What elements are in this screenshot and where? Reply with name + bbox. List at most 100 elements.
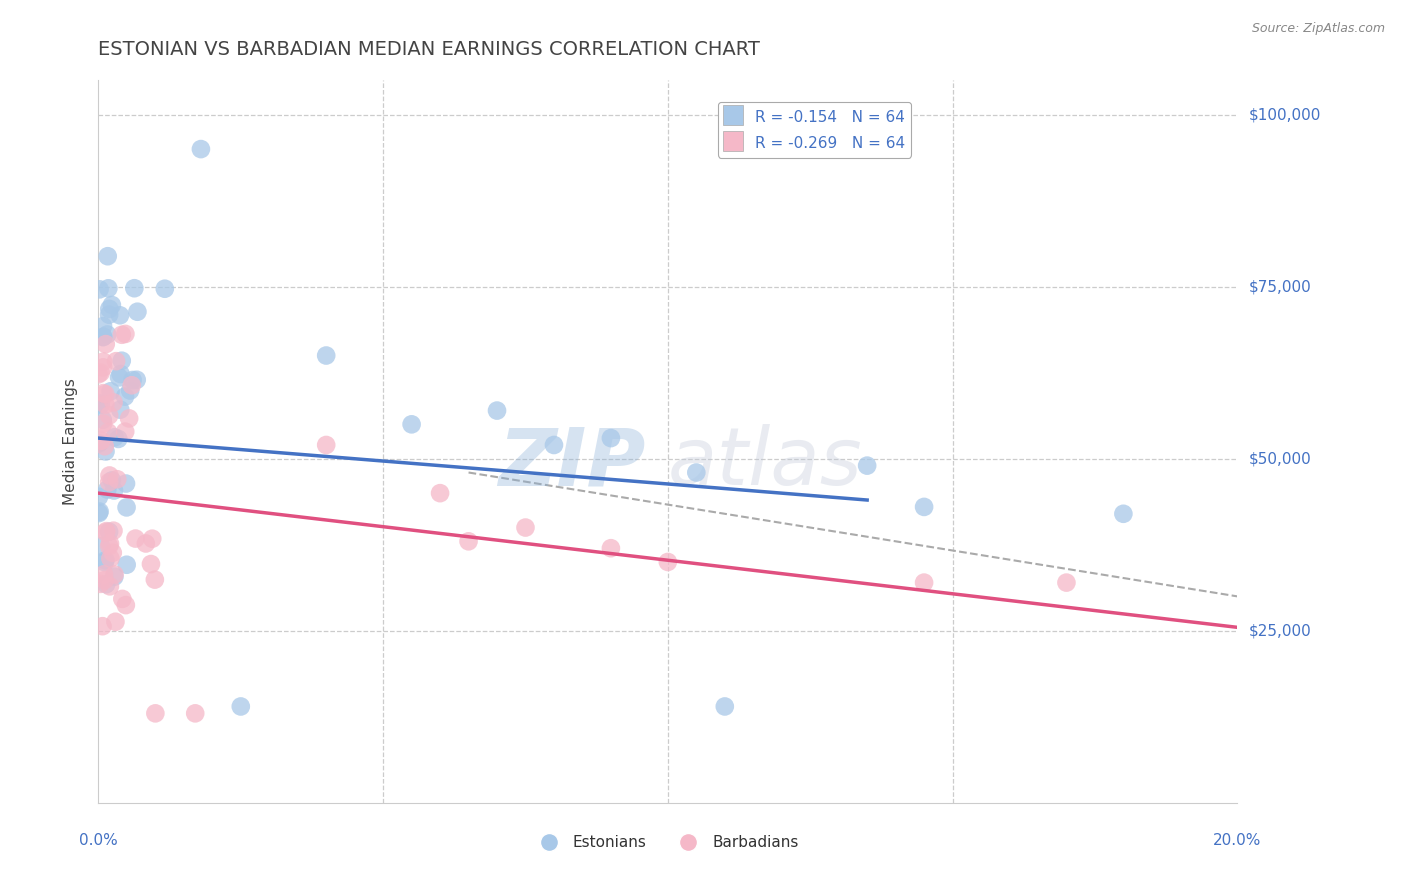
Text: $100,000: $100,000: [1249, 107, 1320, 122]
Point: [93, 567, 115, 582]
Point: [87, 490, 110, 504]
Point: [87, 506, 110, 520]
Point: [118, 411, 141, 425]
Point: [103, 483, 125, 498]
Point: [104, 615, 127, 629]
Point: [103, 395, 125, 409]
Point: [105, 354, 128, 368]
Point: [145, 706, 167, 721]
Point: [135, 536, 157, 550]
Point: [100, 384, 122, 399]
Text: $75,000: $75,000: [1249, 279, 1312, 294]
Legend: Estonians, Barbadians: Estonians, Barbadians: [531, 830, 804, 856]
Point: [229, 699, 252, 714]
Point: [100, 551, 122, 566]
Point: [103, 569, 125, 583]
Point: [96, 327, 118, 342]
Point: [89, 505, 111, 519]
Point: [94, 398, 117, 412]
Point: [98, 409, 121, 423]
Point: [94, 439, 117, 453]
Point: [91, 319, 114, 334]
Text: $25,000: $25,000: [1249, 624, 1312, 639]
Point: [91, 413, 114, 427]
Point: [91, 360, 114, 375]
Point: [105, 472, 128, 486]
Point: [114, 390, 136, 404]
Point: [457, 534, 479, 549]
Point: [96, 577, 118, 591]
Point: [912, 575, 935, 590]
Point: [124, 532, 146, 546]
Point: [315, 438, 337, 452]
Point: [111, 353, 134, 368]
Point: [94, 525, 117, 540]
Text: Source: ZipAtlas.com: Source: ZipAtlas.com: [1251, 22, 1385, 36]
Point: [91, 619, 114, 633]
Point: [89, 282, 111, 296]
Point: [91, 330, 114, 344]
Point: [486, 403, 509, 417]
Point: [1056, 575, 1078, 590]
Point: [96, 524, 118, 538]
Point: [657, 555, 679, 569]
Point: [101, 474, 124, 488]
Y-axis label: Median Earnings: Median Earnings: [63, 378, 77, 505]
Point: [98, 536, 121, 550]
Point: [94, 337, 117, 351]
Point: [121, 373, 143, 387]
Point: [94, 444, 117, 458]
Point: [93, 555, 115, 569]
Point: [120, 384, 142, 398]
Point: [90, 539, 112, 553]
Point: [141, 532, 163, 546]
Point: [98, 524, 121, 539]
Point: [90, 398, 112, 412]
Point: [110, 367, 132, 381]
Text: 0.0%: 0.0%: [79, 833, 118, 848]
Point: [97, 281, 120, 295]
Point: [101, 298, 124, 312]
Point: [600, 431, 623, 445]
Point: [94, 553, 117, 567]
Point: [115, 500, 138, 515]
Point: [97, 425, 120, 440]
Point: [115, 598, 138, 612]
Point: [87, 436, 110, 450]
Point: [87, 368, 110, 382]
Text: ZIP: ZIP: [498, 425, 645, 502]
Point: [97, 249, 120, 263]
Point: [1112, 507, 1135, 521]
Point: [108, 370, 131, 384]
Point: [93, 573, 115, 587]
Point: [104, 430, 127, 444]
Point: [190, 142, 212, 156]
Point: [121, 378, 143, 392]
Point: [600, 541, 623, 556]
Point: [91, 354, 114, 368]
Point: [127, 304, 149, 318]
Point: [98, 308, 121, 322]
Point: [125, 373, 148, 387]
Point: [111, 591, 134, 606]
Point: [401, 417, 423, 432]
Point: [98, 579, 121, 593]
Point: [90, 366, 112, 380]
Point: [91, 330, 114, 344]
Point: [114, 326, 136, 341]
Point: [429, 486, 451, 500]
Point: [856, 458, 879, 473]
Point: [110, 402, 132, 417]
Point: [91, 386, 114, 401]
Point: [98, 539, 121, 553]
Point: [139, 557, 162, 571]
Text: ESTONIAN VS BARBADIAN MEDIAN EARNINGS CORRELATION CHART: ESTONIAN VS BARBADIAN MEDIAN EARNINGS CO…: [98, 40, 761, 59]
Point: [94, 387, 117, 401]
Point: [98, 301, 121, 316]
Point: [103, 567, 125, 582]
Point: [111, 327, 134, 342]
Point: [98, 475, 121, 489]
Text: atlas: atlas: [668, 425, 863, 502]
Point: [115, 476, 138, 491]
Point: [96, 483, 118, 497]
